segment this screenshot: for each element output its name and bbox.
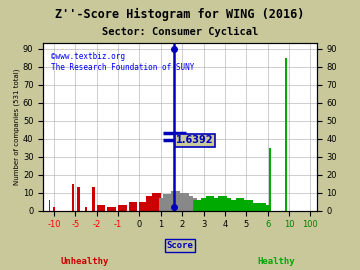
Bar xyxy=(240,202,248,211)
Bar xyxy=(193,200,202,211)
Bar xyxy=(201,198,210,211)
Bar xyxy=(107,207,116,211)
Bar xyxy=(244,200,253,211)
Text: Sector: Consumer Cyclical: Sector: Consumer Cyclical xyxy=(102,27,258,37)
Text: Unhealthy: Unhealthy xyxy=(60,258,108,266)
Text: Score: Score xyxy=(167,241,193,250)
Bar xyxy=(253,203,261,211)
Bar xyxy=(210,200,219,211)
Bar xyxy=(129,202,137,211)
Bar xyxy=(180,193,189,211)
Bar xyxy=(53,207,55,211)
Bar xyxy=(97,205,105,211)
Bar xyxy=(227,200,236,211)
Bar xyxy=(184,196,193,211)
Bar xyxy=(197,200,206,211)
Bar xyxy=(163,194,171,211)
Bar xyxy=(285,58,287,211)
Bar xyxy=(158,198,167,211)
Bar xyxy=(139,202,148,211)
Bar xyxy=(146,196,154,211)
Text: 1.6392: 1.6392 xyxy=(176,135,213,146)
Bar xyxy=(223,198,231,211)
Bar xyxy=(214,198,223,211)
Text: Z''-Score Histogram for WING (2016): Z''-Score Histogram for WING (2016) xyxy=(55,8,305,21)
Bar xyxy=(118,205,127,211)
Bar xyxy=(231,200,240,211)
Text: The Research Foundation of SUNY: The Research Foundation of SUNY xyxy=(51,63,195,72)
Bar xyxy=(171,191,180,211)
Bar xyxy=(189,198,197,211)
Bar xyxy=(269,148,271,211)
Bar xyxy=(167,203,176,211)
Bar xyxy=(152,193,161,211)
Bar xyxy=(92,187,95,211)
Text: ©www.textbiz.org: ©www.textbiz.org xyxy=(51,52,125,60)
Bar xyxy=(85,207,87,211)
Bar xyxy=(248,205,257,211)
Bar xyxy=(262,205,269,211)
Bar xyxy=(49,200,50,211)
Bar xyxy=(77,187,80,211)
Bar xyxy=(235,198,244,211)
Bar xyxy=(206,196,214,211)
Bar xyxy=(176,193,184,211)
Bar xyxy=(219,196,227,211)
Y-axis label: Number of companies (531 total): Number of companies (531 total) xyxy=(14,69,20,185)
Bar xyxy=(257,203,266,211)
Text: Healthy: Healthy xyxy=(257,258,294,266)
Bar xyxy=(72,184,74,211)
